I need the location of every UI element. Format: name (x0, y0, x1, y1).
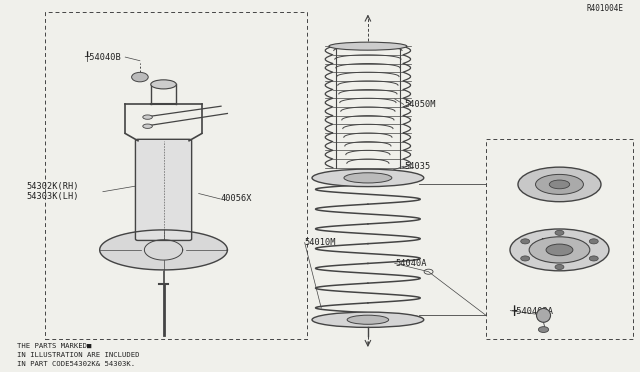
Circle shape (589, 239, 598, 244)
Circle shape (521, 239, 530, 244)
Circle shape (555, 230, 564, 235)
FancyBboxPatch shape (136, 139, 191, 240)
Text: ╊540403A: ╊540403A (511, 305, 554, 316)
Ellipse shape (536, 308, 550, 322)
Text: R401004E: R401004E (586, 4, 623, 13)
Polygon shape (100, 230, 227, 270)
Ellipse shape (143, 124, 152, 128)
Ellipse shape (546, 244, 573, 256)
Ellipse shape (312, 169, 424, 187)
Text: 54050M: 54050M (404, 100, 436, 109)
Circle shape (132, 73, 148, 82)
Text: THE PARTS MARKED■
IN ILLUSTRATION ARE INCLUDED
IN PART CODE54302K& 54303K.: THE PARTS MARKED■ IN ILLUSTRATION ARE IN… (17, 343, 139, 367)
Ellipse shape (312, 312, 424, 327)
Ellipse shape (347, 315, 388, 324)
Ellipse shape (151, 80, 176, 89)
Text: 54320: 54320 (540, 238, 566, 247)
Text: 54040A: 54040A (396, 259, 427, 268)
Ellipse shape (344, 173, 392, 183)
Ellipse shape (510, 229, 609, 271)
Text: ╀54040B: ╀54040B (84, 52, 120, 62)
Text: 54010M: 54010M (305, 238, 336, 247)
Circle shape (555, 264, 564, 270)
Text: 54035: 54035 (404, 162, 431, 171)
Ellipse shape (549, 180, 570, 189)
Circle shape (521, 256, 530, 261)
Circle shape (538, 327, 548, 333)
Ellipse shape (536, 174, 584, 195)
Ellipse shape (329, 42, 407, 50)
Ellipse shape (143, 115, 152, 119)
Text: 54325: 54325 (540, 180, 566, 189)
Ellipse shape (518, 167, 601, 202)
Text: 54302K(RH)
54303K(LH): 54302K(RH) 54303K(LH) (26, 182, 79, 201)
Ellipse shape (529, 237, 590, 263)
Circle shape (589, 256, 598, 261)
Text: 40056X: 40056X (221, 195, 253, 203)
